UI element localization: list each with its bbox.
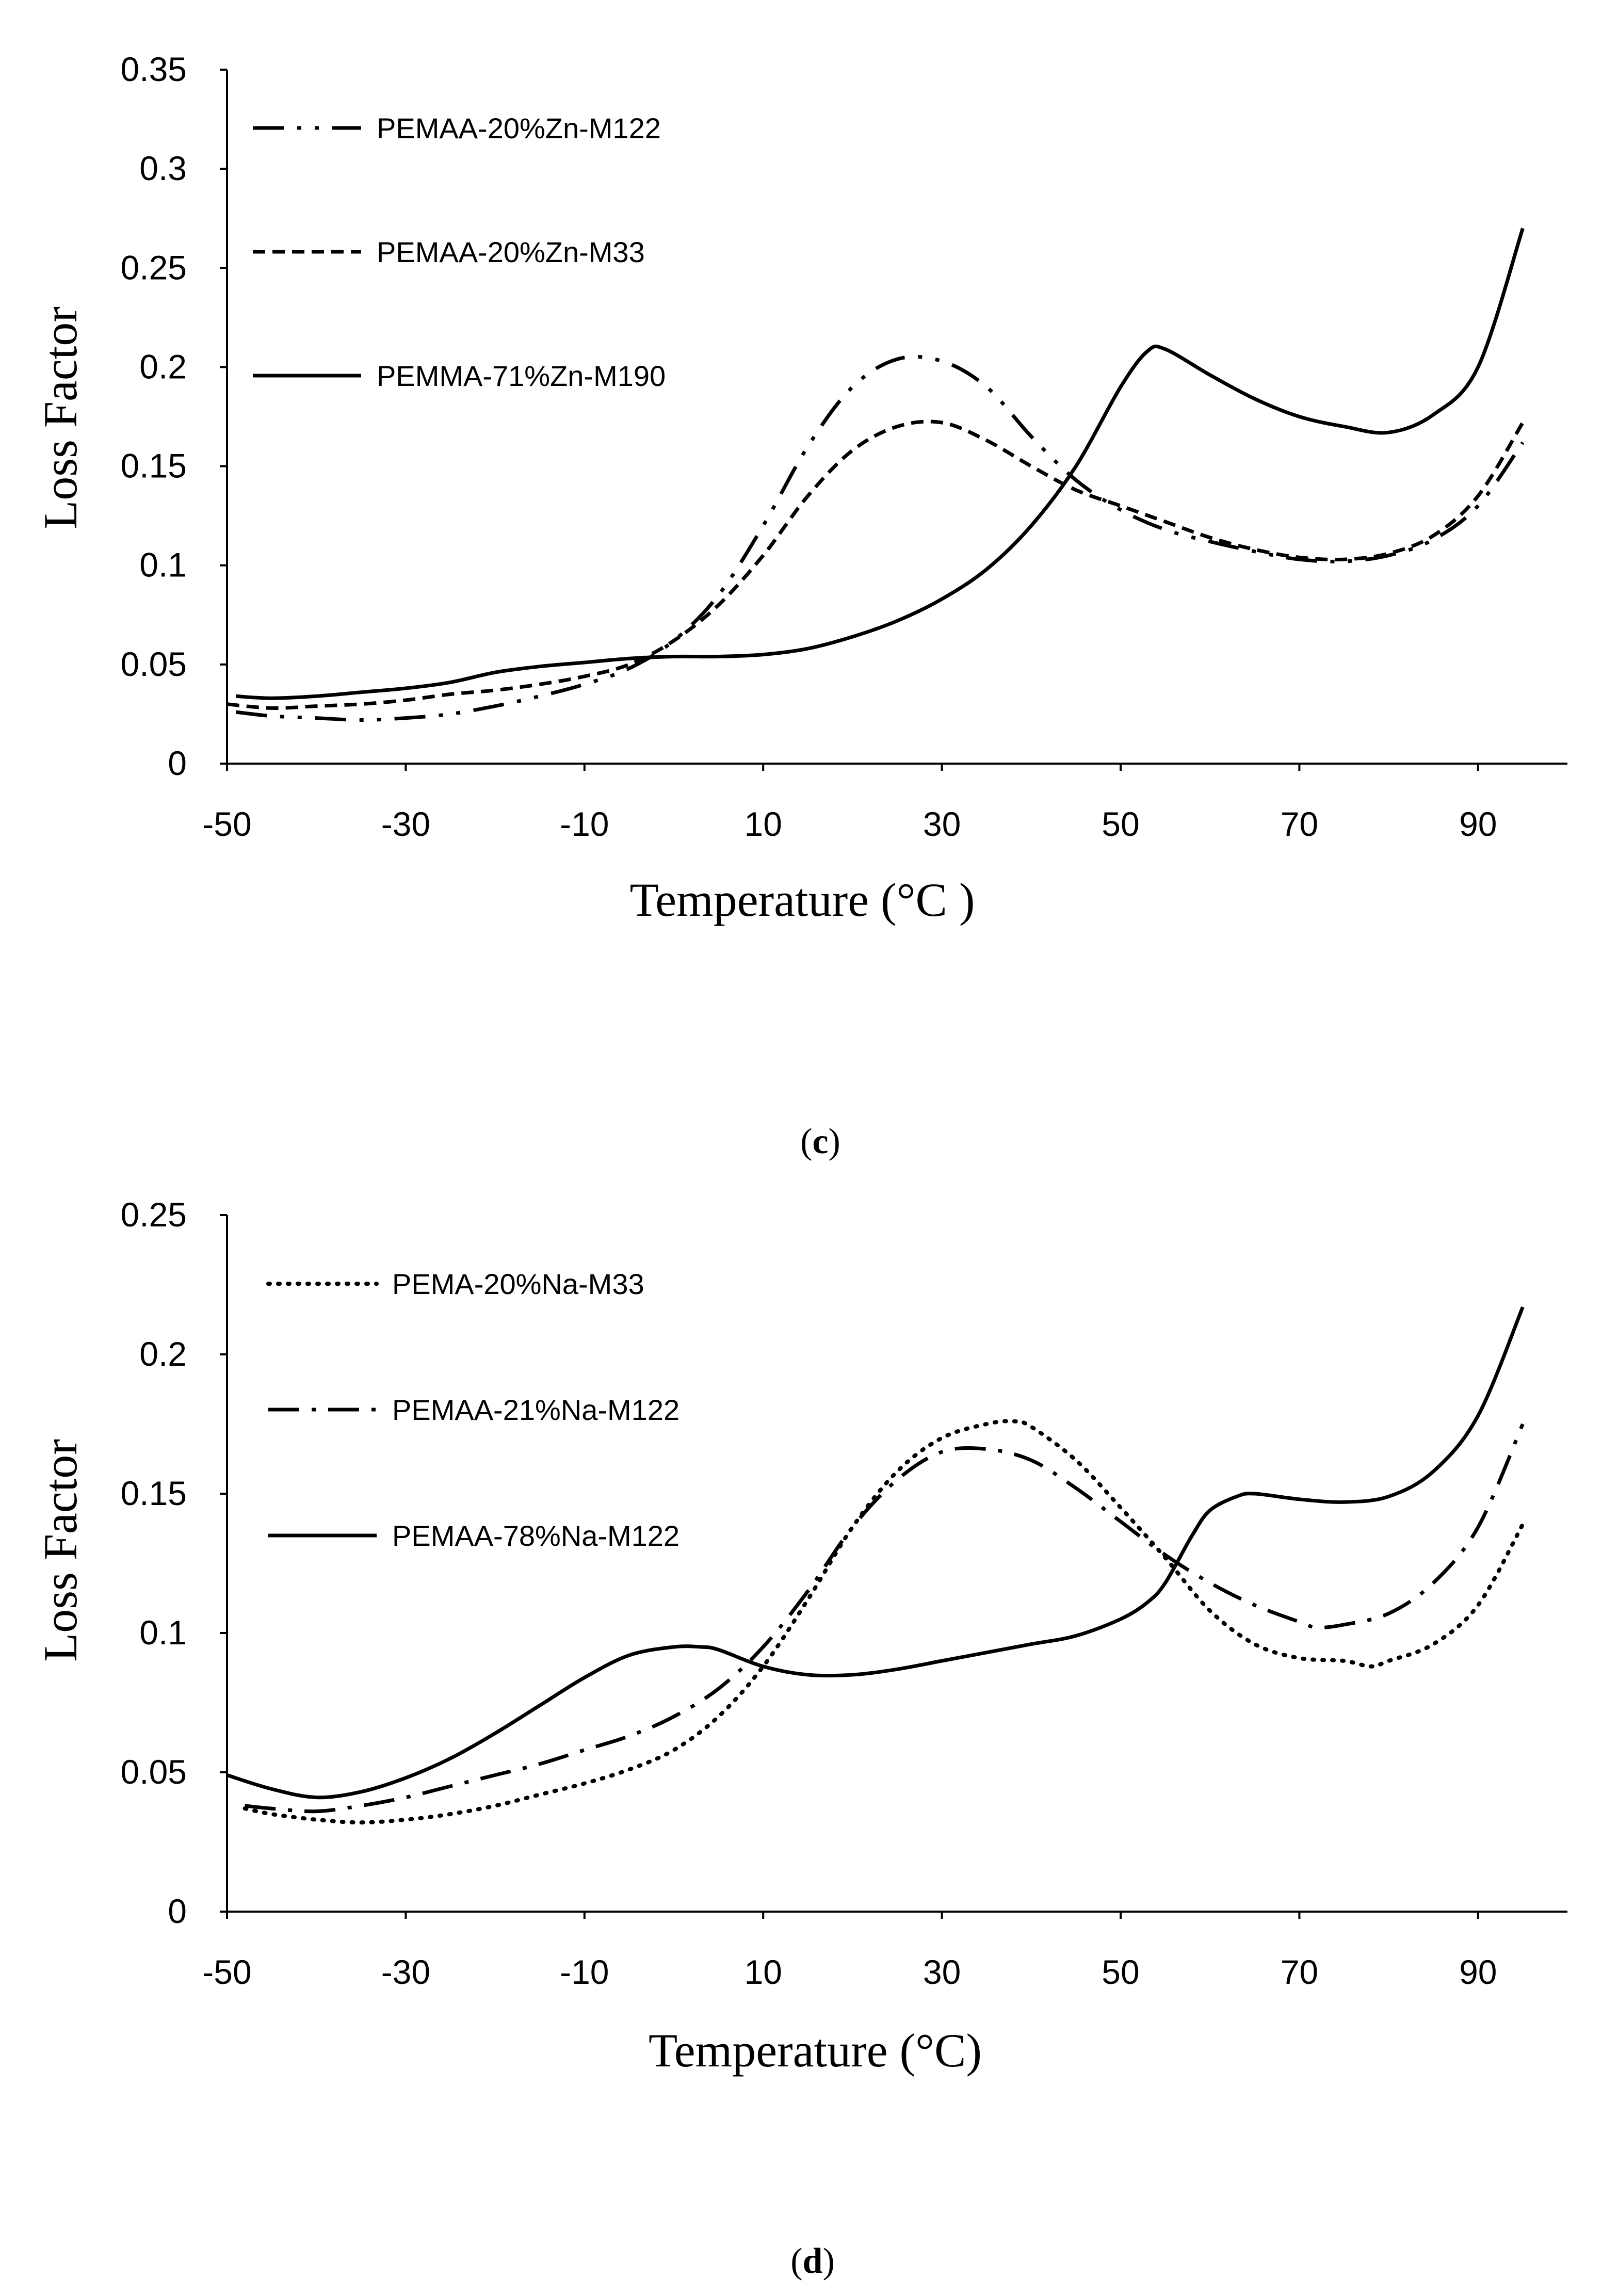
y-tick-label: 0.2: [139, 1335, 187, 1373]
y-tick-label: 0.3: [139, 149, 187, 187]
y-tick-label: 0.15: [121, 1474, 187, 1512]
x-tick-label: 90: [1459, 1953, 1497, 1991]
x-tick-label: 50: [1102, 805, 1139, 843]
y-axis-title-d: Loss Factor: [34, 1439, 87, 1662]
x-tick-label: 50: [1102, 1953, 1139, 1991]
y-tick-label: 0.25: [121, 1195, 187, 1234]
x-tick-label: 90: [1459, 805, 1497, 843]
series-line-c-2: [226, 419, 1525, 710]
series-group-d: [226, 1306, 1525, 1825]
y-tick-label: 0.15: [121, 447, 187, 485]
x-tick-label: 70: [1281, 805, 1318, 843]
legend-label-d-1: PEMA-20%Na-M33: [392, 1268, 644, 1300]
panel-label-d-open: (: [790, 2241, 802, 2281]
panel-label-c-close: ): [829, 1122, 840, 1161]
series-line-d-2: [245, 1423, 1525, 1814]
legend-d: PEMA-20%Na-M33 PEMAA-21%Na-M122 PEMAA-78%N…: [266, 1268, 679, 1552]
x-tick-label: 30: [923, 805, 961, 843]
y-tick-label: 0.05: [121, 1753, 187, 1791]
y-tick-label: 0.1: [139, 1613, 187, 1652]
legend-label-c-1: PEMAA-20%Zn-M122: [377, 112, 661, 144]
y-tick-label: 0.35: [121, 50, 187, 88]
x-ticks-c: -50 -30 -10 10 30 50 70 90: [202, 764, 1497, 843]
axes-d: [226, 1215, 1567, 1913]
x-tick-label: -50: [202, 805, 251, 843]
legend-label-d-2: PEMAA-21%Na-M122: [392, 1394, 679, 1426]
series-group-c: [226, 228, 1525, 722]
chart-panel-c: 0 0.05 0.1 0.15 0.2 0.25 0.3 0.35 -50 -30 -10 10 30…: [34, 50, 1567, 926]
x-tick-label: -30: [381, 1953, 430, 1991]
legend-c: PEMAA-20%Zn-M122 PEMAA-20%Zn-M33 PEMMA-71%…: [253, 112, 666, 392]
y-tick-label: 0: [168, 744, 187, 782]
y-ticks-d: 0 0.05 0.1 0.15 0.2 0.25: [121, 1195, 227, 1930]
x-tick-label: -10: [560, 805, 609, 843]
panel-label-d: (d): [790, 2241, 835, 2281]
panel-label-d-close: ): [822, 2241, 834, 2281]
x-tick-label: 70: [1281, 1953, 1318, 1991]
y-ticks-c: 0 0.05 0.1 0.15 0.2 0.25 0.3 0.35: [121, 50, 227, 782]
x-tick-label: 30: [923, 1953, 961, 1991]
x-tick-label: 10: [744, 1953, 782, 1991]
panel-label-c-letter: c: [812, 1122, 828, 1161]
legend-label-c-2: PEMAA-20%Zn-M33: [377, 236, 645, 268]
x-tick-label: -30: [381, 805, 430, 843]
legend-label-c-3: PEMMA-71%Zn-M190: [377, 360, 666, 392]
x-tick-label: 10: [744, 805, 782, 843]
y-tick-label: 0: [168, 1892, 187, 1930]
panel-label-c-open: (: [800, 1122, 812, 1161]
series-line-c-1: [235, 354, 1525, 722]
series-line-c-3: [236, 228, 1525, 700]
panel-label-d-letter: d: [803, 2241, 823, 2281]
series-line-d-3: [226, 1306, 1525, 1800]
legend-label-d-3: PEMAA-78%Na-M122: [392, 1519, 679, 1552]
y-tick-label: 0.25: [121, 248, 187, 286]
y-tick-label: 0.05: [121, 645, 187, 683]
y-tick-label: 0.2: [139, 347, 187, 385]
chart-panel-d: 00.050.10.150.20.25 -50 -30 -10 10 30 50 70 90 …: [34, 1195, 1567, 2077]
y-tick-label: 0.1: [139, 546, 187, 584]
panel-label-c: (c): [800, 1122, 840, 1161]
x-tick-label: -10: [560, 1953, 609, 1991]
x-axis-title-c: Temperature (°C ): [630, 874, 975, 926]
y-axis-title-c: Loss Factor: [34, 306, 87, 529]
axes-c: [226, 70, 1567, 765]
series-line-d-1: [242, 1419, 1525, 1825]
x-ticks-d: -50 -30 -10 10 30 50 70 90: [202, 1912, 1497, 1991]
x-axis-title-d: Temperature (°C): [649, 2024, 982, 2077]
x-tick-label: -50: [202, 1953, 251, 1991]
